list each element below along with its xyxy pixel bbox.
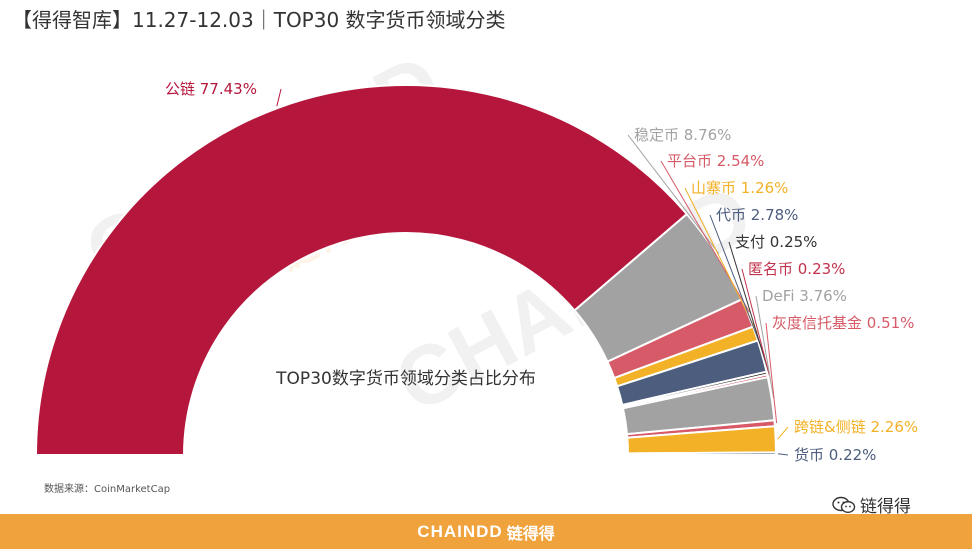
chart-label-2: 平台币 2.54% bbox=[667, 152, 764, 170]
chart-label-1: 稳定币 8.76% bbox=[634, 126, 731, 144]
chart-label-4: 代币 2.78% bbox=[716, 206, 798, 224]
wechat-account: 链得得 bbox=[832, 492, 911, 517]
chart-slice-0 bbox=[34, 84, 689, 456]
wechat-account-name: 链得得 bbox=[860, 497, 911, 517]
chart-slices bbox=[34, 84, 778, 456]
source-note: 数据来源：CoinMarketCap bbox=[44, 484, 171, 495]
semi-donut-chart: 公链 77.43% 稳定币 8.76% 平台币 2.54% 山寨币 1.26% 代币 2… bbox=[34, 80, 918, 464]
chart-label-9: 跨链&侧链 2.26% bbox=[794, 418, 918, 436]
chart-label-7: DeFi 3.76% bbox=[762, 287, 847, 305]
chart-label-6: 匿名币 0.23% bbox=[748, 260, 845, 278]
chart-labels: 公链 77.43% 稳定币 8.76% 平台币 2.54% 山寨币 1.26% 代币 2… bbox=[165, 80, 918, 464]
chart-leader-8 bbox=[765, 322, 778, 424]
chart-leader-4 bbox=[709, 214, 765, 356]
footer-brand-cn: 链得得 bbox=[506, 523, 555, 543]
chart-leader-lines bbox=[276, 88, 789, 456]
footer-brand: CHAINDD bbox=[417, 521, 503, 541]
chart-label-3: 山寨币 1.26% bbox=[691, 179, 788, 197]
chart-slice-10 bbox=[626, 451, 778, 456]
chart-leader-6 bbox=[741, 268, 770, 376]
chart-label-8: 灰度信托基金 0.51% bbox=[772, 314, 914, 332]
wechat-icon bbox=[832, 496, 856, 513]
footer-bar: CHAINDD 链得得 bbox=[0, 514, 972, 549]
chart-leader-9 bbox=[777, 426, 789, 440]
chart-leader-5 bbox=[728, 241, 770, 373]
chart-leader-7 bbox=[755, 295, 775, 399]
chart-leader-10 bbox=[777, 453, 789, 456]
page-title: 【得得智库】11.27-12.03｜TOP30 数字货币领域分类 bbox=[12, 8, 506, 32]
chart-label-5: 支付 0.25% bbox=[735, 233, 817, 251]
chart-label-10: 货币 0.22% bbox=[794, 446, 876, 464]
chart-label-0: 公链 77.43% bbox=[165, 80, 257, 98]
chart-leader-3 bbox=[684, 187, 758, 334]
chart-title: TOP30数字货币领域分类占比分布 bbox=[275, 369, 536, 389]
chart-leader-0 bbox=[276, 88, 282, 107]
